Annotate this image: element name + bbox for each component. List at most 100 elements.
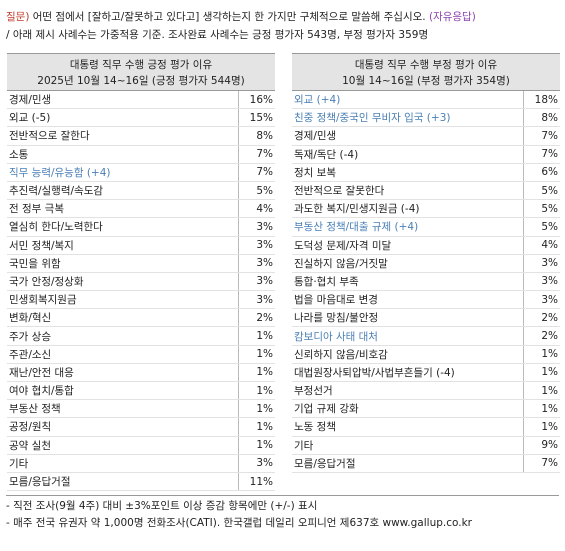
positive-header: 대통령 직무 수행 긍정 평가 이유 2025년 10월 14~16일 (긍정 … (7, 53, 275, 91)
reason-row: 나라를 망침/불안정 2% (292, 309, 560, 328)
reason-row: 부정선거 1% (292, 382, 560, 401)
reason-percent: 5% (541, 220, 558, 233)
reason-percent: 1% (256, 348, 273, 361)
reason-label: 주관/소신 (9, 348, 52, 361)
reason-label: 전 정부 극복 (9, 203, 64, 216)
reason-label: 신뢰하지 않음/비호감 (294, 348, 388, 361)
reason-label: 민생회복지원금 (9, 294, 77, 307)
reason-row: 노동 정책 1% (292, 418, 560, 437)
reason-row: 여야 협치/통합 1% (7, 382, 275, 401)
reason-label: 독재/독단 (-4) (294, 148, 359, 161)
reason-label: 캄보디아 사태 대처 (294, 330, 378, 343)
open-answer-tag: (자유응답) (428, 11, 476, 23)
reason-label: 부동산 정책/대출 규제 (+4) (294, 221, 419, 234)
reason-row: 통합·협치 부족 3% (292, 273, 560, 292)
negative-reasons-panel: 대통령 직무 수행 부정 평가 이유 10월 14~16일 (부정 평가자 35… (292, 53, 560, 473)
reason-row: 서민 정책/복지 3% (7, 237, 275, 255)
reason-label: 대법원장사퇴압박/사법부흔들기 (-4) (294, 366, 455, 379)
reason-percent: 11% (249, 475, 273, 488)
reason-row: 기타 3% (7, 455, 275, 473)
reason-percent: 1% (541, 348, 558, 361)
reason-percent: 2% (256, 311, 273, 324)
reason-row: 경제/민생 16% (7, 91, 275, 110)
reason-row: 기타 9% (292, 437, 560, 455)
question-line: 질문) 어떤 점에서 [잘하고/잘못하고 있다고] 생각하는지 한 가지만 구체… (6, 8, 559, 26)
reason-row: 경제/민생 7% (292, 127, 560, 146)
reason-percent: 3% (256, 239, 273, 252)
reason-row: 전반적으로 잘한다 8% (7, 127, 275, 146)
reason-percent: 7% (256, 148, 273, 161)
reason-percent: 3% (256, 457, 273, 470)
reason-percent: 7% (256, 166, 273, 179)
reason-row: 부동산 정책/대출 규제 (+4) 5% (292, 218, 560, 237)
reason-row: 소통 7% (7, 146, 275, 164)
reason-label: 공정/원칙 (9, 421, 52, 434)
reason-label: 노동 정책 (294, 421, 336, 434)
reason-row: 민생회복지원금 3% (7, 291, 275, 310)
reason-percent: 3% (256, 257, 273, 270)
reason-percent: 2% (541, 330, 558, 343)
reason-row: 법을 마음대로 변경 3% (292, 291, 560, 310)
reason-row: 열심히 한다/노력한다 3% (7, 218, 275, 237)
reason-row: 전 정부 극복 4% (7, 200, 275, 219)
reason-label: 통합·협치 부족 (294, 275, 359, 288)
reason-row: 부동산 정책 1% (7, 400, 275, 419)
reason-row: 신뢰하지 않음/비호감 1% (292, 346, 560, 364)
reason-percent: 7% (541, 148, 558, 161)
reason-percent: 1% (256, 402, 273, 415)
reason-label: 경제/민생 (294, 130, 337, 143)
reason-label: 기타 (9, 457, 29, 470)
reason-row: 전반적으로 잘못한다 5% (292, 182, 560, 201)
question-text: 질문) 어떤 점에서 [잘하고/잘못하고 있다고] 생각하는지 한 가지만 구체… (6, 8, 559, 44)
reason-percent: 15% (249, 111, 273, 124)
positive-subtitle: 2025년 10월 14~16일 (긍정 평가자 544명) (37, 75, 245, 87)
reason-label: 기업 규제 강화 (294, 403, 359, 416)
reason-label: 여야 협치/통합 (9, 385, 74, 398)
question-tag: 질문) (6, 11, 30, 23)
reason-label: 전반적으로 잘한다 (9, 130, 90, 143)
reason-label: 정치 보복 (294, 166, 336, 179)
reason-label: 소통 (9, 148, 29, 161)
reason-percent: 1% (256, 439, 273, 452)
reason-row: 외교 (+4) 18% (292, 91, 560, 110)
negative-reasons-list: 외교 (+4) 18% 친중 정책/중국인 무비자 입국 (+3) 8% 경제/민생 7%… (292, 91, 560, 473)
reason-label: 국가 안정/정상화 (9, 275, 84, 288)
reason-percent: 5% (541, 184, 558, 197)
negative-header: 대통령 직무 수행 부정 평가 이유 10월 14~16일 (부정 평가자 35… (292, 53, 560, 91)
reason-percent: 3% (541, 275, 558, 288)
reason-row: 국가 안정/정상화 3% (7, 273, 275, 292)
reason-percent: 4% (541, 239, 558, 252)
reason-label: 부동산 정책 (9, 403, 61, 416)
reason-percent: 1% (541, 384, 558, 397)
sample-note: / 아래 제시 사례수는 가중적용 기준. 조사완료 사례수는 긍정 평가자 5… (6, 29, 429, 41)
reason-label: 외교 (-5) (9, 112, 51, 125)
reason-percent: 18% (534, 93, 558, 106)
reason-label: 도덕성 문제/자격 미달 (294, 239, 392, 252)
negative-title: 대통령 직무 수행 부정 평가 이유 (354, 59, 498, 71)
reason-percent: 3% (256, 275, 273, 288)
reason-label: 친중 정책/중국인 무비자 입국 (+3) (294, 112, 451, 125)
reason-label: 서민 정책/복지 (9, 239, 74, 252)
reason-percent: 7% (541, 457, 558, 470)
reason-row: 외교 (-5) 15% (7, 109, 275, 128)
reason-percent: 3% (256, 220, 273, 233)
positive-reasons-list: 경제/민생 16% 외교 (-5) 15% 전반적으로 잘한다 8% 소통 7% 직무 능력/유… (7, 91, 275, 492)
reason-percent: 1% (256, 366, 273, 379)
reason-row: 과도한 복지/민생지원금 (-4) 5% (292, 200, 560, 219)
reason-label: 전반적으로 잘못한다 (294, 185, 385, 198)
reason-label: 변화/혁신 (9, 312, 52, 325)
reason-percent: 5% (256, 184, 273, 197)
reason-row: 모름/응답거절 11% (7, 473, 275, 492)
reason-row: 직무 능력/유능함 (+4) 7% (7, 164, 275, 182)
negative-subtitle: 10월 14~16일 (부정 평가자 354명) (342, 75, 510, 87)
reason-row: 공정/원칙 1% (7, 418, 275, 437)
reason-row: 국민을 위함 3% (7, 255, 275, 273)
reason-percent: 4% (256, 202, 273, 215)
reason-row: 도덕성 문제/자격 미달 4% (292, 237, 560, 255)
reason-label: 외교 (+4) (294, 94, 341, 107)
reason-label: 공약 실천 (9, 439, 51, 452)
reason-percent: 9% (541, 439, 558, 452)
reason-label: 과도한 복지/민생지원금 (-4) (294, 203, 420, 216)
reason-label: 국민을 위함 (9, 257, 61, 270)
reason-percent: 8% (256, 129, 273, 142)
